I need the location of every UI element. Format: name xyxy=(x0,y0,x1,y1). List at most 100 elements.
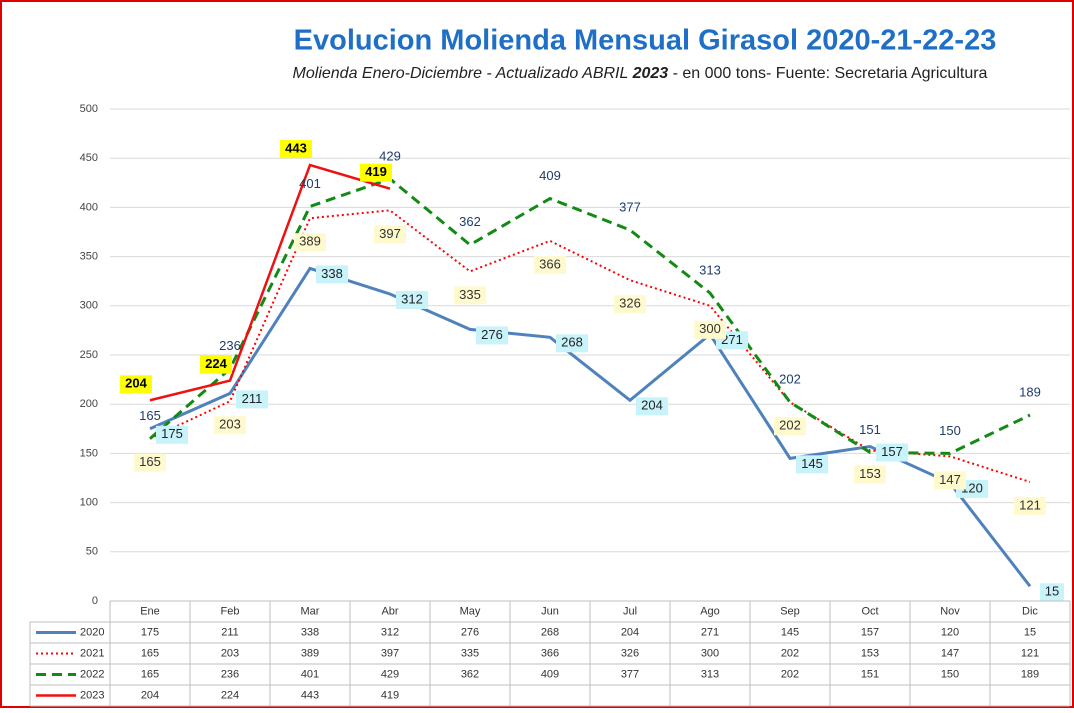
label-bg xyxy=(156,425,188,444)
data-label: 150 xyxy=(939,423,961,438)
data-label: 175 xyxy=(161,426,183,441)
x-tick-label: Dic xyxy=(1022,605,1038,617)
y-tick-label: 200 xyxy=(80,398,98,410)
data-label: 366 xyxy=(539,256,561,271)
label-bg xyxy=(876,443,908,462)
label-bg xyxy=(556,334,588,353)
table-cell: 150 xyxy=(941,668,959,680)
data-label: 165 xyxy=(139,454,161,469)
data-label: 189 xyxy=(1019,384,1041,399)
data-label: 165 xyxy=(139,408,161,423)
label-bg xyxy=(134,453,166,472)
table-cell: 202 xyxy=(781,647,799,659)
data-label: 203 xyxy=(219,417,241,432)
y-tick-label: 400 xyxy=(80,201,98,213)
table-cell: 312 xyxy=(381,626,399,638)
data-label: 204 xyxy=(125,376,147,391)
data-label: 312 xyxy=(401,291,423,306)
data-label: 151 xyxy=(859,422,881,437)
label-bg xyxy=(280,140,312,159)
label-bg xyxy=(120,375,152,394)
label-bg xyxy=(534,255,566,274)
data-label: 157 xyxy=(881,444,903,459)
data-label: 153 xyxy=(859,466,881,481)
y-tick-label: 350 xyxy=(80,251,98,263)
y-tick-label: 0 xyxy=(92,595,98,607)
table-cell: 389 xyxy=(301,647,319,659)
y-tick-label: 150 xyxy=(80,447,98,459)
data-label: 202 xyxy=(779,372,801,387)
data-label: 362 xyxy=(459,214,481,229)
series-line xyxy=(149,163,391,402)
data-label: 443 xyxy=(285,141,307,156)
legend-label: 2021 xyxy=(80,647,104,659)
chart-title: Evolucion Molienda Mensual Girasol 2020-… xyxy=(294,25,997,57)
table-cell: 121 xyxy=(1021,647,1039,659)
data-label: 401 xyxy=(299,176,321,191)
x-tick-label: Jul xyxy=(623,605,637,617)
table-cell: 151 xyxy=(861,668,879,680)
table-cell: 362 xyxy=(461,668,479,680)
label-bg xyxy=(454,286,486,305)
label-bg xyxy=(1040,583,1064,602)
label-bg xyxy=(854,465,886,484)
data-label: 326 xyxy=(619,296,641,311)
x-tick-label: Sep xyxy=(780,605,800,617)
data-label: 147 xyxy=(939,472,961,487)
table-cell: 326 xyxy=(621,647,639,659)
data-label: 429 xyxy=(379,148,401,163)
label-bg xyxy=(360,163,392,182)
y-tick-label: 250 xyxy=(80,349,98,361)
x-tick-label: Ago xyxy=(700,605,720,617)
table-cell: 211 xyxy=(221,626,239,638)
data-label: 409 xyxy=(539,168,561,183)
subtitle-part: - en 000 tons- Fuente: Secretaria Agricu… xyxy=(668,65,987,82)
table-cell: 147 xyxy=(941,647,959,659)
label-bg xyxy=(796,455,828,474)
x-tick-label: Feb xyxy=(221,605,240,617)
label-bg xyxy=(294,233,326,252)
table-cell: 268 xyxy=(541,626,559,638)
data-label: 338 xyxy=(321,266,343,281)
table-cell: 397 xyxy=(381,647,399,659)
data-label: 271 xyxy=(721,332,743,347)
table-cell: 377 xyxy=(621,668,639,680)
x-tick-label: Nov xyxy=(940,605,960,617)
data-label: 276 xyxy=(481,327,503,342)
data-label: 389 xyxy=(299,234,321,249)
table-cell: 203 xyxy=(221,647,239,659)
table-cell: 276 xyxy=(461,626,479,638)
legend-label: 2023 xyxy=(80,689,104,701)
table-cell: 202 xyxy=(781,668,799,680)
label-bg xyxy=(236,390,268,409)
table-cell: 236 xyxy=(221,668,239,680)
subtitle-part: 2023 xyxy=(632,65,669,82)
y-tick-label: 100 xyxy=(80,497,98,509)
data-label: 211 xyxy=(242,391,263,406)
x-tick-label: May xyxy=(460,605,481,617)
y-tick-label: 500 xyxy=(80,103,98,115)
x-tick-label: Jun xyxy=(541,605,559,617)
label-bg xyxy=(774,417,806,436)
chart-subtitle: Molienda Enero-Diciembre - Actualizado A… xyxy=(293,65,988,82)
table-cell: 153 xyxy=(861,647,879,659)
data-label: 236 xyxy=(219,338,241,353)
table-cell: 366 xyxy=(541,647,559,659)
table-cell: 15 xyxy=(1024,626,1036,638)
data-label: 335 xyxy=(459,287,481,302)
legend-label: 2022 xyxy=(80,668,104,680)
label-bg xyxy=(214,416,246,435)
table-cell: 313 xyxy=(701,668,719,680)
data-label: 15 xyxy=(1045,584,1059,599)
data-label: 121 xyxy=(1019,497,1041,512)
table-cell: 338 xyxy=(301,626,319,638)
table-cell: 409 xyxy=(541,668,559,680)
table-cell: 204 xyxy=(621,626,639,638)
data-label: 313 xyxy=(699,262,721,277)
table-cell: 165 xyxy=(141,647,159,659)
subtitle-part: Molienda Enero-Diciembre - Actualizado A… xyxy=(293,65,633,82)
table-cell: 175 xyxy=(141,626,159,638)
label-bg xyxy=(614,295,646,314)
